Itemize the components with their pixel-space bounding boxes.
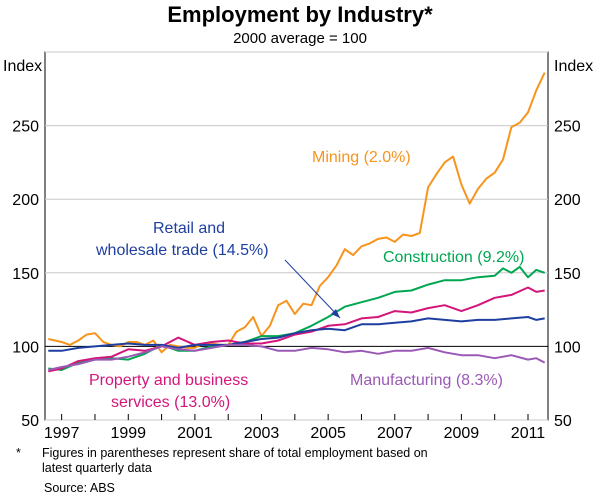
footnote-mark: *	[16, 446, 21, 460]
series-line-3	[48, 316, 545, 352]
label-manufacturing: Manufacturing (8.3%)	[350, 372, 503, 389]
y-tick-label-left: 200	[12, 192, 39, 209]
label-construction: Construction (9.2%)	[383, 249, 524, 266]
series-line-4	[48, 343, 546, 371]
x-tick-label: 1999	[110, 425, 146, 442]
x-tick-label: 1997	[44, 425, 80, 442]
series-lines	[48, 72, 546, 373]
y-tick-label-right: 150	[554, 266, 581, 283]
y-axis-label-right: Index	[554, 58, 593, 75]
x-tick-label: 2009	[444, 425, 480, 442]
series-line-1	[48, 265, 546, 371]
chart-title: Employment by Industry*	[167, 2, 433, 27]
footnote-line1: Figures in parentheses represent share o…	[42, 446, 428, 460]
y-tick-label-right: 200	[554, 192, 581, 209]
y-tick-label-right: 100	[554, 339, 581, 356]
gridlines	[45, 51, 548, 421]
label-property-line2: services (13.0%)	[111, 394, 230, 411]
footnote-line2: latest quarterly data	[42, 461, 152, 475]
chart-subtitle: 2000 average = 100	[233, 30, 367, 47]
x-tick-label: 2003	[244, 425, 280, 442]
y-axis-ticks: 50 50 100 100 150 150 200 200 250 250	[12, 119, 581, 430]
series-line-2	[48, 286, 545, 373]
x-axis-ticks: 1997 1999 2001 2003 2005 2007 2009 2011	[44, 414, 545, 442]
retail-pointer-arrowhead	[331, 309, 340, 318]
x-tick-label: 2001	[177, 425, 213, 442]
retail-pointer-arrow	[284, 259, 341, 319]
y-tick-label-right: 50	[554, 413, 572, 430]
label-retail-line1: Retail and	[153, 220, 225, 237]
y-tick-label-left: 50	[21, 413, 39, 430]
label-mining: Mining (2.0%)	[312, 149, 411, 166]
y-tick-label-left: 100	[12, 339, 39, 356]
y-tick-label-left: 150	[12, 266, 39, 283]
label-property-line1: Property and business	[89, 372, 248, 389]
plot-frame	[44, 51, 549, 421]
x-tick-label: 2007	[377, 425, 413, 442]
footnote: * Figures in parentheses represent share…	[16, 446, 428, 476]
series-line-0	[48, 72, 546, 354]
y-axis-label-left: Index	[3, 58, 42, 75]
source-note: Source: ABS	[44, 481, 115, 495]
y-tick-label-right: 250	[554, 119, 581, 136]
label-retail-line2: wholesale trade (14.5%)	[95, 242, 269, 259]
y-tick-label-left: 250	[12, 119, 39, 136]
x-tick-label: 2011	[511, 425, 546, 442]
x-tick-label: 2005	[310, 425, 346, 442]
